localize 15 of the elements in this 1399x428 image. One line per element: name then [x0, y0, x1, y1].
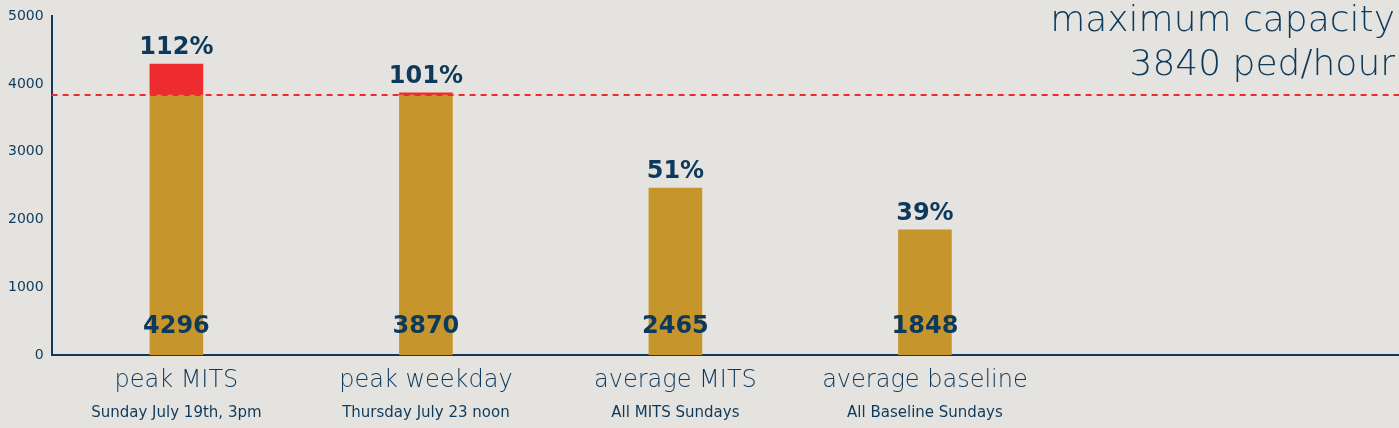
x-tick-label: peak weekday Thursday July 23 noon [339, 365, 513, 422]
annotation: 39% [896, 198, 954, 227]
annotation: 112% [139, 32, 214, 61]
annotation: 101% [388, 61, 463, 90]
y-tick-label: 0 [34, 345, 44, 362]
annotation: 51% [646, 156, 705, 185]
x-tick-label: average baseline All Baseline Sundays [822, 365, 1028, 422]
y-tick-label: 3000 [7, 142, 44, 159]
x-tick-label: average MITS All MITS Sundays [594, 365, 757, 422]
y-tick-label: 4000 [7, 74, 44, 91]
ref-line-label: maximum capacity 3840 ped/hour [1050, 0, 1396, 83]
x-tick-label: peak MITS Sunday July 19th, 3pm [91, 365, 262, 422]
y-tick-label: 5000 [7, 7, 44, 24]
y-tick-label: 1000 [7, 277, 44, 294]
y-tick-label: 2000 [7, 210, 44, 227]
